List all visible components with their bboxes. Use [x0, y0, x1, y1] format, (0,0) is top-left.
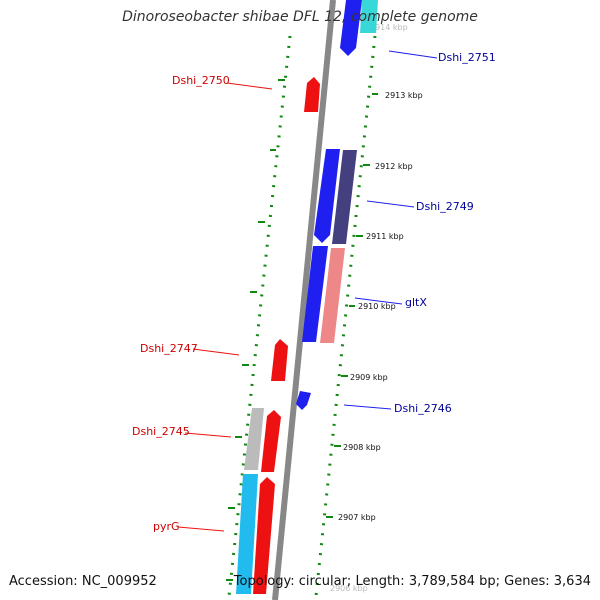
gene-arrow-dshi-2750[interactable] — [304, 77, 320, 112]
gene-arrow-dshi-2749-b[interactable] — [332, 150, 357, 244]
gene-label-pyrg[interactable]: pyrG — [153, 520, 180, 533]
gene-arrow-pyrg[interactable] — [236, 474, 258, 594]
gene-label-dshi-2750[interactable]: Dshi_2750 — [172, 74, 230, 87]
gene-arrow-gltx[interactable] — [302, 246, 328, 342]
topology-info: Topology: circular; Length: 3,789,584 bp… — [233, 574, 591, 589]
gene-label-gltx[interactable]: gltX — [405, 296, 427, 309]
genome-backbone — [272, 0, 336, 600]
minor-ticks-right — [326, 93, 378, 518]
gene-label-dshi-2747[interactable]: Dshi_2747 — [140, 342, 198, 355]
tick-label: 2910 kbp — [358, 302, 396, 311]
topology-label: Topology: — [233, 574, 295, 589]
gene-arrow-pyrg-b[interactable] — [253, 477, 275, 594]
gene-label-dshi-2749[interactable]: Dshi_2749 — [416, 200, 474, 213]
genome-title: Dinoroseobacter shibae DFL 12, complete … — [122, 9, 478, 25]
outer-track-right — [314, 35, 377, 597]
tick-label: 2913 kbp — [385, 91, 423, 100]
gene-label-dshi-2746[interactable]: Dshi_2746 — [394, 402, 452, 415]
length-label: Length: — [355, 574, 405, 589]
accession-value: NC_009952 — [81, 574, 157, 589]
gene-arrow-dshi-2745[interactable] — [244, 408, 264, 470]
gene-arrow-dshi-2746[interactable] — [296, 391, 311, 410]
gene-label-dshi-2751[interactable]: Dshi_2751 — [438, 51, 496, 64]
gene-arrow-dshi-2749[interactable] — [314, 149, 340, 243]
tick-label: 2908 kbp — [343, 443, 381, 452]
genes-label: Genes: — [504, 574, 550, 589]
tick-label: 2906 kbp — [330, 584, 368, 593]
gene-label-dshi-2745[interactable]: Dshi_2745 — [132, 425, 190, 438]
gene-arrow-gltx-b[interactable] — [320, 248, 345, 343]
gene-arrow-dshi-2751[interactable] — [340, 0, 362, 56]
outer-track-left — [227, 35, 292, 597]
length-value: 3,789,584 bp — [408, 574, 496, 589]
tick-label: 2911 kbp — [366, 232, 404, 241]
topology-value: circular — [298, 574, 347, 589]
genes-value: 3,634 — [553, 574, 591, 589]
tick-label: 2912 kbp — [375, 162, 413, 171]
accession-info: Accession: NC_009952 — [9, 574, 157, 589]
tick-label: 2907 kbp — [338, 513, 376, 522]
tick-label: 2909 kbp — [350, 373, 388, 382]
minor-ticks-left — [226, 79, 285, 581]
tick-label: 2914 kbp — [370, 23, 408, 32]
accession-label: Accession: — [9, 574, 78, 589]
gene-arrow-dshi-2745-b[interactable] — [261, 410, 281, 472]
gene-arrow-dshi-2747[interactable] — [271, 339, 288, 381]
gene-arrow-dshi-2751-top[interactable] — [360, 0, 378, 33]
